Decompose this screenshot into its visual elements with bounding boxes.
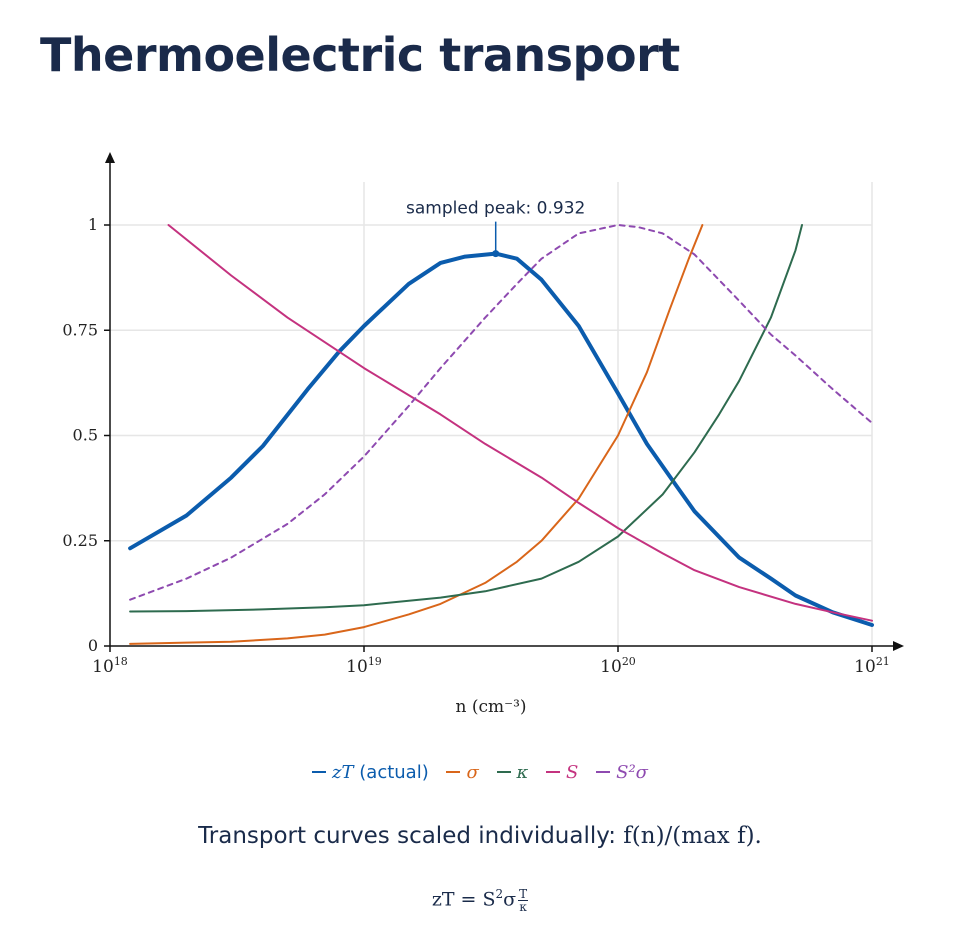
y-tick-label: 0.5 <box>73 426 98 445</box>
series-line-S <box>167 224 873 622</box>
chart-axes: 0 0.25 0.5 0.75 1 1018 1019 1020 1021 n (cm⁻³) <box>62 152 904 717</box>
y-axis-arrow <box>105 152 115 163</box>
formula-exponent: 2 <box>495 887 504 901</box>
series-line-zT <box>128 251 874 627</box>
annotation-label: sampled peak: 0.932 <box>406 199 585 219</box>
x-tick-label: 1020 <box>600 655 636 677</box>
legend-item-zt: zT (actual) <box>312 762 429 783</box>
legend-swatch-zt <box>312 771 327 773</box>
chart-grid <box>110 182 873 646</box>
chart-legend: zT (actual) σ κ S S²σ <box>0 762 960 783</box>
chart-annotation: sampled peak: 0.932 <box>406 199 585 258</box>
x-axis-arrow <box>893 641 904 651</box>
legend-swatch-sigma <box>446 771 461 773</box>
series-line-S2sigma <box>129 224 873 601</box>
x-tick-label: 1021 <box>854 655 890 677</box>
annotation-marker <box>492 250 500 258</box>
x-tick-label: 1018 <box>92 655 128 677</box>
formula-sigma: σ <box>503 888 517 911</box>
y-tick-label: 0.75 <box>62 320 98 339</box>
legend-swatch-s2sigma <box>596 771 611 773</box>
x-tick-label: 1019 <box>346 655 382 677</box>
series-line-sigma <box>129 224 704 645</box>
page-title: Thermoelectric transport <box>40 28 680 82</box>
formula-lhs: zT = S <box>431 888 496 911</box>
y-tick-label: 1 <box>88 215 98 234</box>
y-tick-label: 0.25 <box>62 531 98 550</box>
y-tick-label: 0 <box>88 636 98 655</box>
caption-text: Transport curves scaled individually: <box>198 823 616 849</box>
formula-numerator: T <box>518 886 529 901</box>
chart-series <box>128 224 874 645</box>
caption-expression: f(n)/(max f). <box>623 823 762 849</box>
series-line-kappa <box>129 224 803 613</box>
transport-chart: 0 0.25 0.5 0.75 1 1018 1019 1020 1021 n (cm⁻³) sa… <box>62 152 904 717</box>
legend-swatch-kappa <box>496 771 511 773</box>
x-axis-label: n (cm⁻³) <box>455 697 526 717</box>
legend-item-s2sigma: S²σ <box>596 762 648 783</box>
legend-item-s: S <box>546 762 578 783</box>
chart-caption: Transport curves scaled individually: f(… <box>0 823 960 849</box>
legend-swatch-s <box>546 771 561 773</box>
legend-item-kappa: κ <box>496 762 528 783</box>
legend-item-sigma: σ <box>446 762 479 783</box>
formula-denominator: κ <box>519 899 527 914</box>
